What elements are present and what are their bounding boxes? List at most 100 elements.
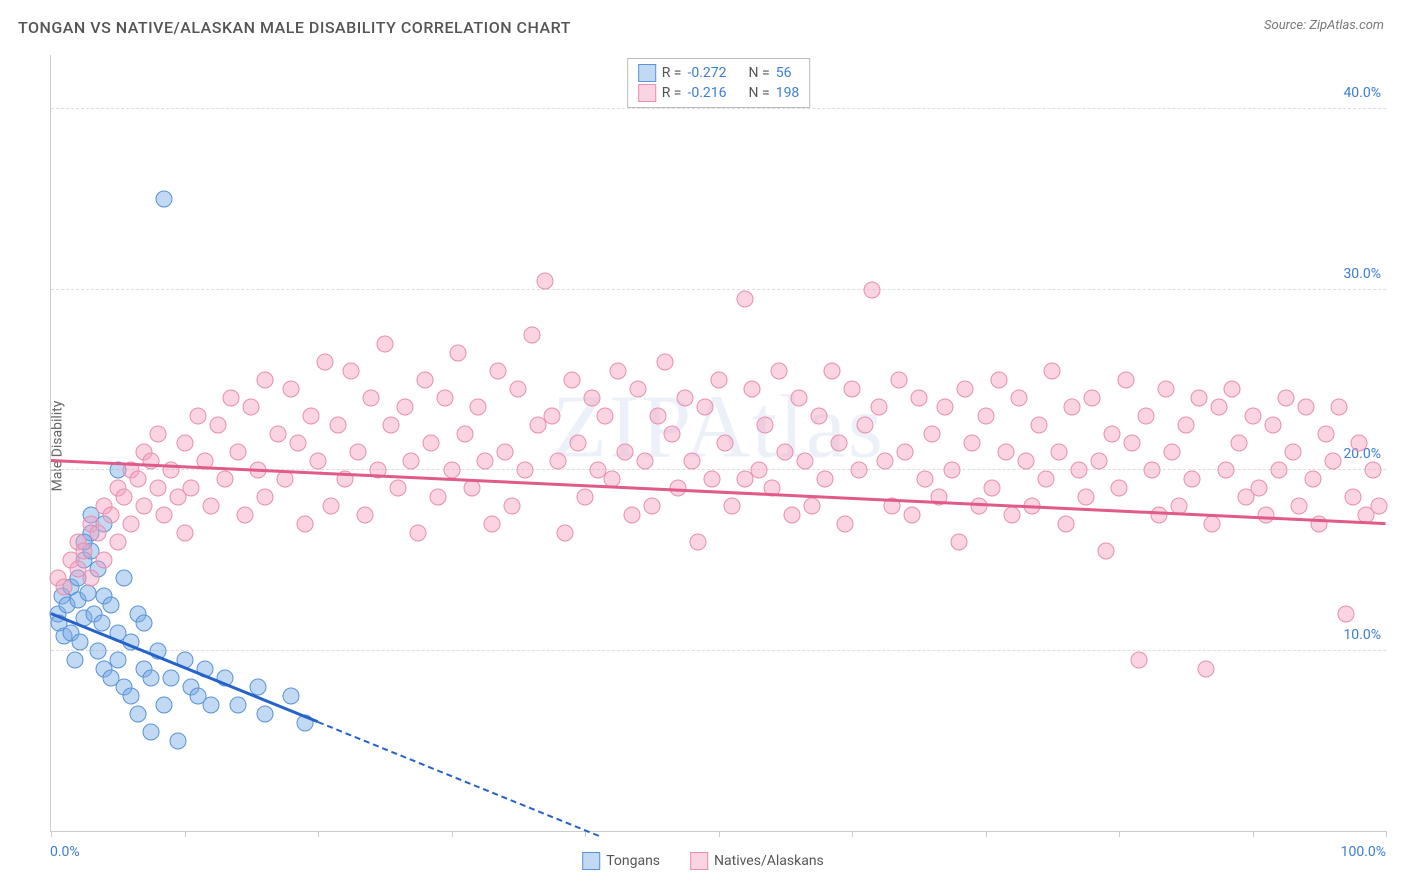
gridline: [51, 289, 1386, 290]
data-point: [890, 371, 907, 388]
data-point: [1364, 462, 1381, 479]
data-point: [957, 380, 974, 397]
data-point: [1157, 380, 1174, 397]
data-point: [630, 380, 647, 397]
legend-row-tongans: R = -0.272 N = 56: [638, 63, 800, 83]
data-point: [977, 407, 994, 424]
data-point: [1057, 516, 1074, 533]
data-point: [229, 444, 246, 461]
data-point: [1131, 651, 1148, 668]
data-point: [964, 435, 981, 452]
y-tick-label: 10.0%: [1343, 627, 1381, 643]
data-point: [256, 489, 273, 506]
data-point: [1304, 471, 1321, 488]
data-point: [924, 425, 941, 442]
x-tick: [185, 831, 186, 837]
data-point: [543, 407, 560, 424]
data-point: [984, 480, 1001, 497]
data-point: [256, 705, 273, 722]
data-point: [1297, 398, 1314, 415]
data-point: [303, 407, 320, 424]
r-label: R =: [662, 65, 682, 81]
data-point: [503, 498, 520, 515]
data-point: [403, 453, 420, 470]
x-tick: [852, 831, 853, 837]
data-point: [1077, 489, 1094, 506]
data-point: [550, 453, 567, 470]
data-point: [363, 389, 380, 406]
data-point: [56, 579, 73, 596]
data-point: [997, 444, 1014, 461]
data-point: [737, 471, 754, 488]
n-value-tongans: 56: [776, 65, 792, 81]
data-point: [677, 389, 694, 406]
data-point: [1217, 462, 1234, 479]
data-point: [1137, 407, 1154, 424]
data-point: [149, 480, 166, 497]
data-point: [1264, 416, 1281, 433]
x-tick: [318, 831, 319, 837]
data-point: [496, 444, 513, 461]
x-axis-min-label: 0.0%: [50, 844, 80, 860]
data-point: [376, 335, 393, 352]
data-point: [1251, 480, 1268, 497]
data-point: [1117, 371, 1134, 388]
data-point: [416, 371, 433, 388]
data-point: [350, 444, 367, 461]
data-point: [1191, 389, 1208, 406]
x-tick: [51, 831, 52, 837]
data-point: [944, 462, 961, 479]
scatter-plot-area: ZIPAtlas R = -0.272 N = 56 R = -0.216 N …: [50, 55, 1386, 832]
data-point: [143, 669, 160, 686]
data-point: [203, 696, 220, 713]
data-point: [67, 651, 84, 668]
data-point: [169, 732, 186, 749]
data-point: [156, 507, 173, 524]
data-point: [877, 453, 894, 470]
data-point: [1084, 389, 1101, 406]
data-point: [1070, 462, 1087, 479]
x-tick: [719, 831, 720, 837]
data-point: [1371, 498, 1388, 515]
data-point: [1317, 425, 1334, 442]
data-point: [657, 353, 674, 370]
data-point: [663, 425, 680, 442]
data-point: [390, 480, 407, 497]
data-point: [1144, 462, 1161, 479]
data-point: [950, 534, 967, 551]
data-point: [1111, 480, 1128, 497]
data-point: [1010, 389, 1027, 406]
data-point: [1124, 435, 1141, 452]
data-point: [1177, 416, 1194, 433]
data-point: [116, 570, 133, 587]
data-point: [690, 534, 707, 551]
data-point: [1164, 444, 1181, 461]
data-point: [817, 471, 834, 488]
data-point: [1017, 453, 1034, 470]
n-label: N =: [749, 85, 770, 101]
swatch-natives-icon: [690, 852, 708, 870]
data-point: [637, 453, 654, 470]
data-point: [1204, 516, 1221, 533]
data-point: [316, 353, 333, 370]
correlation-legend-box: R = -0.272 N = 56 R = -0.216 N = 198: [627, 58, 811, 108]
legend-item-natives: Natives/Alaskans: [690, 852, 824, 870]
data-point: [203, 498, 220, 515]
data-point: [1231, 435, 1248, 452]
gridline: [51, 108, 1386, 109]
data-point: [323, 498, 340, 515]
data-point: [143, 453, 160, 470]
data-point: [536, 272, 553, 289]
data-point: [470, 398, 487, 415]
data-point: [229, 696, 246, 713]
data-point: [1344, 489, 1361, 506]
data-point: [1337, 606, 1354, 623]
data-point: [1211, 398, 1228, 415]
data-point: [810, 407, 827, 424]
data-point: [1224, 380, 1241, 397]
legend-row-natives: R = -0.216 N = 198: [638, 83, 800, 103]
x-tick: [986, 831, 987, 837]
data-point: [757, 416, 774, 433]
data-point: [897, 444, 914, 461]
data-point: [1037, 471, 1054, 488]
